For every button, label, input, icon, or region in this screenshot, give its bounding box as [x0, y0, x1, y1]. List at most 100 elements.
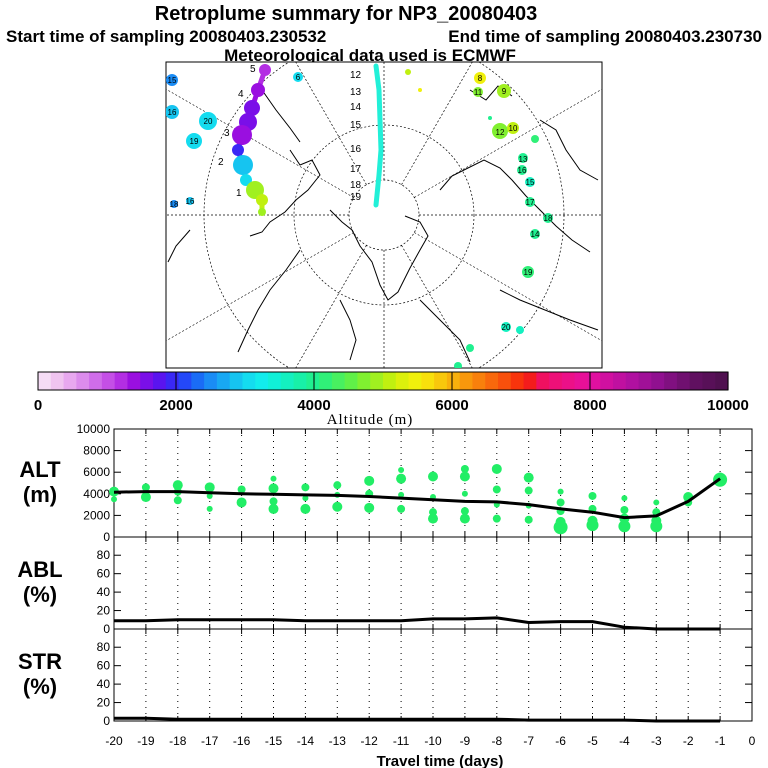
colorbar-cell [498, 372, 512, 390]
altitude-cluster-point [428, 471, 438, 482]
colorbar-cell [715, 372, 729, 390]
altitude-cluster-point [460, 507, 469, 516]
cluster-label: 16 [168, 108, 177, 117]
plume-cluster [501, 322, 511, 332]
altitude-cluster-point [428, 513, 438, 524]
colorbar-cell [140, 372, 154, 390]
coastline [249, 149, 321, 237]
x-tick-label: -17 [201, 734, 219, 748]
plume-cluster [232, 144, 244, 156]
altitude-cluster-point [621, 495, 628, 502]
plume-cluster [256, 194, 268, 206]
altitude-cluster-point [301, 483, 310, 492]
meridian-line [166, 232, 354, 342]
altitude-cluster-point [111, 496, 117, 503]
colorbar-cell [191, 372, 205, 390]
colorbar-cell [536, 372, 550, 390]
altitude-colorbar: 0 2000 4000 6000 8000 10000 Altitude (m) [34, 371, 749, 428]
colorbar-cell [408, 372, 422, 390]
plume-cluster [166, 105, 179, 119]
altitude-cluster-point [396, 473, 407, 484]
plume-cluster [232, 125, 252, 145]
plume-cluster [405, 69, 411, 75]
altitude-cluster-point [556, 498, 565, 507]
y-axis-label-unit: (%) [23, 582, 57, 607]
y-tick-label: 8000 [83, 444, 110, 458]
cluster-label: 8 [478, 74, 483, 83]
x-tick-label: -9 [460, 734, 471, 748]
plume-cluster [507, 122, 519, 134]
altitude-cluster-point [523, 472, 534, 483]
x-tick-label: -1 [715, 734, 726, 748]
plume-cluster [488, 116, 492, 120]
colorbar-cell [101, 372, 116, 390]
colorbar-cell [63, 372, 77, 390]
altitude-cluster-point [236, 497, 247, 508]
altitude-cluster-point [653, 499, 660, 506]
meridian-line [295, 245, 367, 368]
plume-cluster [466, 344, 474, 352]
x-axis-label: Travel time (days) [377, 753, 504, 768]
cluster-label: 18 [170, 200, 179, 209]
coastline [261, 89, 301, 143]
cluster-label: 15 [526, 178, 535, 187]
altitude-cluster-point [300, 503, 311, 514]
colorbar-cell [306, 372, 320, 390]
colorbar-cell [574, 372, 589, 390]
altitude-cluster-point [206, 492, 213, 499]
colorbar-cell [89, 372, 103, 390]
colorbar-cell [204, 372, 218, 390]
plume-cluster [166, 74, 178, 86]
x-tick-label: 0 [749, 734, 756, 748]
cluster-label: 14 [531, 230, 540, 239]
x-tick-label: -18 [169, 734, 187, 748]
cluster-label: 17 [526, 198, 535, 207]
colorbar-cell [331, 372, 346, 390]
y-tick-label: 10000 [77, 422, 111, 436]
colorbar-cell [165, 372, 180, 390]
colorbar-cell [38, 372, 52, 390]
colorbar-tick-label: 10000 [707, 397, 749, 414]
alt-series-line [113, 477, 721, 520]
coastline [339, 299, 357, 361]
y-tick-label: 0 [103, 714, 110, 728]
altitude-cluster-point [302, 495, 309, 502]
y-tick-label: 80 [97, 548, 111, 562]
travel-time-axis: -20 -19 -18 -17 -16 -15 -14 -13 -12 -11 -10 -9 -8 -7-… [105, 734, 755, 748]
time-series-panels: 0 2000 4000 6000 8000 10000 ALT(m) 0 20 40 60 80 ABL… [17, 422, 753, 728]
plume-cluster [170, 200, 178, 208]
start-time-label: Start time of sampling 20080403.230532 [6, 27, 326, 46]
cluster-label: 16 [518, 166, 527, 175]
plume-cluster [525, 177, 535, 187]
colorbar-cell [587, 372, 601, 390]
colorbar-cell [357, 372, 371, 390]
altitude-cluster-point [557, 488, 564, 495]
plume-cluster [246, 181, 264, 199]
altitude-cluster-point [269, 497, 278, 506]
colorbar-cell [370, 372, 384, 390]
track-label: 15 [350, 120, 362, 131]
colorbar-cell [638, 372, 652, 390]
plume-cluster [517, 165, 527, 175]
colorbar-tick-label: 2000 [159, 397, 192, 414]
plume-cluster [531, 135, 539, 143]
x-tick-label: -14 [297, 734, 315, 748]
cluster-label: 11 [474, 88, 483, 97]
altitude-cluster-point [553, 520, 568, 535]
colorbar-cell [485, 372, 499, 390]
y-tick-label: 0 [103, 622, 110, 636]
cluster-label: 15 [168, 76, 177, 85]
altitude-cluster-point [364, 475, 375, 486]
colorbar-cell [255, 372, 269, 390]
x-tick-label: -8 [491, 734, 502, 748]
panel-str: 0 20 40 60 80 STR(%) [18, 628, 753, 728]
coastline [419, 299, 471, 363]
colorbar-cell [434, 372, 448, 390]
altitude-cluster-point [268, 503, 279, 514]
altitude-cluster-point [270, 475, 277, 482]
colorbar-cell [383, 372, 397, 390]
y-axis-label: ALT [19, 457, 61, 482]
y-tick-label: 4000 [83, 487, 110, 501]
altitude-cluster-point [237, 485, 246, 494]
